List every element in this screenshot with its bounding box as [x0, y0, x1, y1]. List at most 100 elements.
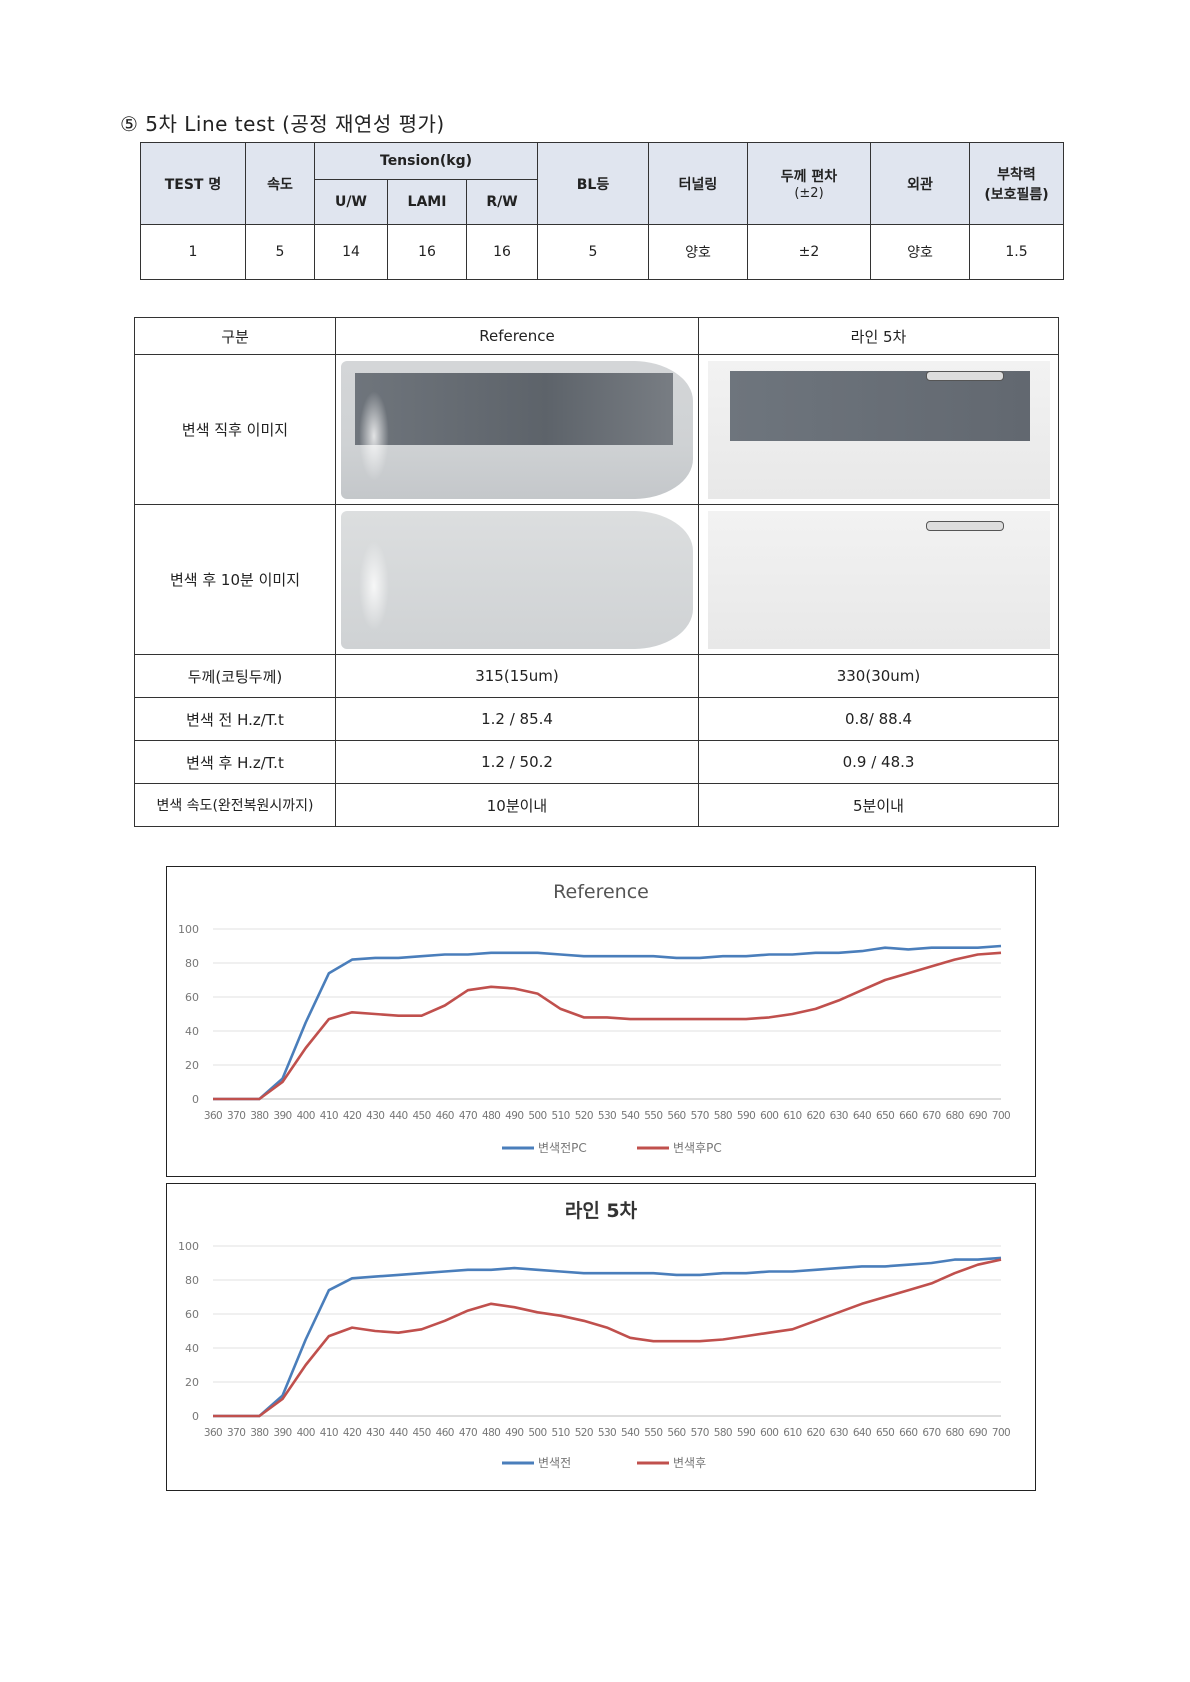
x-tick-label: 690 [969, 1427, 987, 1439]
cell-thickness-dev: ±2 [747, 224, 871, 280]
x-tick-label: 440 [389, 1110, 407, 1122]
x-tick-label: 640 [853, 1110, 871, 1122]
x-tick-label: 570 [691, 1427, 709, 1439]
x-tick-label: 480 [482, 1427, 500, 1439]
x-tick-label: 530 [598, 1427, 616, 1439]
x-tick-label: 620 [806, 1110, 824, 1122]
x-tick-label: 410 [320, 1110, 338, 1122]
th-bl: BL등 [537, 142, 649, 225]
line-image-cell-10min [698, 504, 1059, 655]
th-appearance: 외관 [870, 142, 970, 225]
series-line-after [213, 1258, 1002, 1418]
x-tick-label: 540 [621, 1427, 639, 1439]
th-thickness-dev-sub: (±2) [794, 186, 824, 201]
x-tick-label: 630 [830, 1110, 848, 1122]
x-tick-label: 610 [783, 1110, 801, 1122]
x-tick-label: 360 [204, 1110, 222, 1122]
row-label-speed: 변색 속도(완전복원시까지) [134, 783, 336, 827]
x-tick-label: 650 [876, 1110, 894, 1122]
x-tick-label: 630 [830, 1427, 848, 1439]
row-label-10min: 변색 후 10분 이미지 [134, 504, 336, 655]
line5-photo-after-color [707, 360, 1050, 499]
x-tick-label: 610 [783, 1427, 801, 1439]
x-tick-label: 520 [575, 1427, 593, 1439]
x-tick-label: 600 [760, 1110, 778, 1122]
series-line-after [213, 951, 1002, 1101]
x-tick-label: 690 [969, 1110, 987, 1122]
reference-chart: Reference 0 20 40 60 80 100 360 370 380 390 400 410… [166, 866, 1036, 1177]
line-before-hz: 0.8/ 88.4 [698, 697, 1059, 741]
cell-adhesion: 1.5 [969, 224, 1064, 280]
line-after-hz: 0.9 / 48.3 [698, 740, 1059, 784]
x-tick-label: 530 [598, 1110, 616, 1122]
y-tick-label: 80 [185, 957, 199, 970]
x-tick-label: 420 [343, 1427, 361, 1439]
th-reference: Reference [335, 317, 699, 355]
reference-photo-10min [341, 510, 693, 649]
y-tick-label: 20 [185, 1059, 199, 1072]
x-tick-label: 650 [876, 1427, 894, 1439]
x-tick-label: 510 [552, 1110, 570, 1122]
y-tick-label: 0 [192, 1410, 199, 1423]
th-speed: 속도 [245, 142, 315, 225]
x-tick-label: 370 [227, 1110, 245, 1122]
cell-rw: 16 [466, 224, 538, 280]
x-tick-label: 500 [528, 1110, 546, 1122]
ref-after-hz: 1.2 / 50.2 [335, 740, 699, 784]
ref-image-cell-10min [335, 504, 699, 655]
cell-bl: 5 [537, 224, 649, 280]
x-tick-label: 480 [482, 1110, 500, 1122]
line5-chart: 라인 5차 0 20 40 60 80 100 360 370 380 390 400 410 420 4… [166, 1183, 1036, 1491]
th-uw: U/W [314, 179, 388, 225]
legend-label: 변색전 [538, 1456, 571, 1470]
ref-thickness: 315(15um) [335, 654, 699, 698]
line-thickness: 330(30um) [698, 654, 1059, 698]
x-tick-label: 570 [691, 1110, 709, 1122]
legend-label: 변색전PC [538, 1141, 587, 1155]
cell-appearance: 양호 [870, 224, 970, 280]
series-line-before [213, 944, 1002, 1101]
x-tick-label: 550 [644, 1110, 662, 1122]
x-tick-label: 580 [714, 1110, 732, 1122]
x-tick-label: 410 [320, 1427, 338, 1439]
x-tick-label: 550 [644, 1427, 662, 1439]
y-tick-label: 40 [185, 1342, 199, 1355]
chart-title: Reference [553, 881, 649, 903]
x-tick-label: 540 [621, 1110, 639, 1122]
x-tick-label: 680 [946, 1427, 964, 1439]
x-tick-label: 700 [992, 1427, 1010, 1439]
x-tick-label: 380 [250, 1427, 268, 1439]
ref-image-cell [335, 354, 699, 505]
x-tick-label: 450 [412, 1110, 430, 1122]
row-label-thickness: 두께(코팅두께) [134, 654, 336, 698]
legend-label: 변색후PC [673, 1141, 722, 1155]
cell-tunneling: 양호 [648, 224, 748, 280]
x-tick-label: 490 [505, 1427, 523, 1439]
x-tick-label: 700 [992, 1110, 1010, 1122]
x-tick-label: 400 [297, 1110, 315, 1122]
x-tick-label: 640 [853, 1427, 871, 1439]
x-tick-label: 400 [297, 1427, 315, 1439]
x-tick-label: 560 [667, 1110, 685, 1122]
reference-chart-svg: 0 20 40 60 80 100 360 370 380 390 400 410 420 430 440 4… [178, 923, 1011, 1155]
x-tick-label: 520 [575, 1110, 593, 1122]
chart-title: 라인 5차 [564, 1200, 638, 1222]
x-tick-label: 560 [667, 1427, 685, 1439]
cell-uw: 14 [314, 224, 388, 280]
th-adhesion-label: 부착력 [997, 166, 1036, 183]
y-tick-label: 60 [185, 991, 199, 1004]
th-adhesion-sub: (보호필름) [984, 186, 1049, 203]
x-tick-label: 620 [806, 1427, 824, 1439]
y-tick-label: 100 [178, 923, 199, 936]
x-tick-label: 430 [366, 1427, 384, 1439]
x-tick-label: 600 [760, 1427, 778, 1439]
th-test-name: TEST 명 [140, 142, 246, 225]
comparison-table: 구분 Reference 라인 5차 변색 직후 이미지 변색 후 10분 이미… [134, 317, 1059, 827]
ref-before-hz: 1.2 / 85.4 [335, 697, 699, 741]
x-tick-label: 660 [899, 1427, 917, 1439]
section-title: ⑤ 5차 Line test (공정 재연성 평가) [120, 112, 445, 136]
x-tick-label: 680 [946, 1110, 964, 1122]
x-tick-label: 670 [922, 1427, 940, 1439]
x-tick-label: 420 [343, 1110, 361, 1122]
th-thickness-dev-label: 두께 편차 [780, 169, 838, 185]
